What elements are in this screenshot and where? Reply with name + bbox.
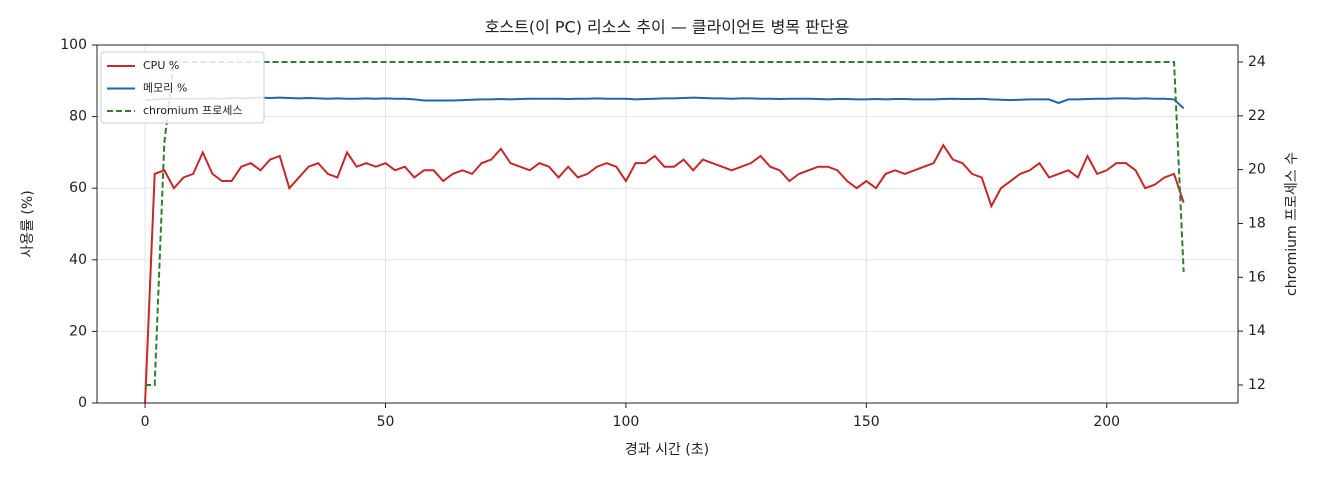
y-tick-label: 60	[69, 180, 87, 196]
y2-tick-label: 12	[1248, 377, 1266, 393]
y2-tick-label: 14	[1248, 323, 1266, 339]
y2-axis-label: chromium 프로세스 수	[1284, 152, 1300, 296]
y-axis-label: 사용률 (%)	[20, 190, 36, 257]
y-tick-label: 80	[69, 109, 87, 125]
y-tick-label: 20	[69, 323, 87, 339]
y2-tick-label: 24	[1248, 54, 1266, 70]
y-tick-label: 40	[69, 252, 87, 268]
x-tick-label: 50	[377, 414, 395, 430]
y2-tick-label: 18	[1248, 215, 1266, 231]
series-line	[144, 143, 1185, 404]
x-axis-label: 경과 시간 (초)	[625, 442, 709, 458]
legend-box	[100, 51, 265, 124]
y2-tick-label: 22	[1248, 108, 1266, 124]
legend-label: CPU %	[143, 59, 179, 72]
legend-label: 메모리 %	[143, 82, 187, 95]
series-line	[145, 60, 1185, 386]
y-tick-label: 100	[60, 37, 87, 53]
x-tick-label: 100	[613, 414, 640, 430]
x-tick-label: 0	[141, 414, 150, 430]
y2-tick-label: 20	[1248, 162, 1266, 178]
plot-frame	[96, 44, 1239, 404]
x-tick-label: 200	[1093, 414, 1120, 430]
x-tick-label: 150	[853, 414, 880, 430]
chart-title: 호스트(이 PC) 리소스 추이 — 클라이언트 병목 판단용	[485, 18, 850, 37]
y-tick-label: 0	[78, 395, 87, 411]
y2-tick-label: 16	[1248, 269, 1266, 285]
series-line	[144, 96, 1185, 110]
legend-label: chromium 프로세스	[143, 104, 242, 117]
